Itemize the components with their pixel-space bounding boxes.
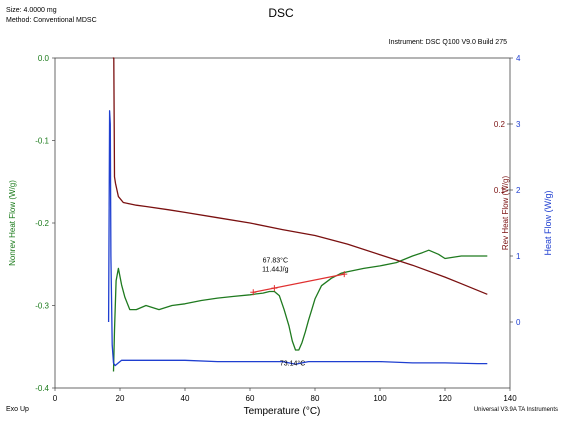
method-text: Method: Conventional MDSC [6,17,97,24]
peak-annotation: 67.83°C 11.44J/g [262,257,288,274]
x-tick-label: 100 [373,394,387,403]
instrument-text: Instrument: DSC Q100 V9.0 Build 275 [389,39,507,46]
right-tick-label: 1 [516,252,521,261]
x-tick-label: 140 [503,394,517,403]
software-text: Universal V3.9A TA Instruments [474,407,558,413]
annotation-line: 73.14°C [280,360,305,368]
left-tick-label: -0.3 [35,302,49,311]
rev-axis-label: Rev Heat Flow (W/g) [501,176,510,251]
right-tick-label: 0 [516,318,521,327]
rev-tick-label: 0.1 [494,186,506,195]
x-tick-label: 0 [53,394,58,403]
left-tick-label: 0.0 [38,54,50,63]
rev-tick-label: 0.2 [494,120,506,129]
x-tick-label: 80 [311,394,320,403]
left-tick-label: -0.4 [35,384,49,393]
analysis-marker [271,285,278,292]
plot-frame [54,57,511,389]
right-tick-label: 2 [516,186,521,195]
left-heat-flow-line [112,249,488,372]
exo-up-text: Exo Up [6,406,29,413]
sample-size-text: Size: 4.0000 mg [6,7,57,14]
x-tick-label: 20 [116,394,125,403]
right-tick-label: 4 [516,54,521,63]
right-tick-label: 3 [516,120,521,129]
right-heat-flow-line [107,110,488,367]
left-axis-label: Nonrev Heat Flow (W/g) [8,180,17,266]
chart-title: DSC [268,6,294,20]
analysis-marker [341,271,348,278]
right-axis-label: Heat Flow (W/g) [543,190,553,255]
tangent-line [253,273,345,293]
annotation-line: 11.44J/g [262,267,288,274]
x-tick-label: 120 [438,394,452,403]
annotation-line: 67.83°C [263,257,288,265]
x-tick-label: 40 [181,394,190,403]
x-axis-label: Temperature (°C) [244,406,321,417]
x-tick-label: 60 [246,394,255,403]
left-tick-label: -0.1 [35,137,49,146]
left-tick-label: -0.2 [35,219,49,228]
peak-annotation: 73.14°C [280,360,305,368]
analysis-marker [250,289,257,296]
rev-heat-flow-line [112,57,488,295]
